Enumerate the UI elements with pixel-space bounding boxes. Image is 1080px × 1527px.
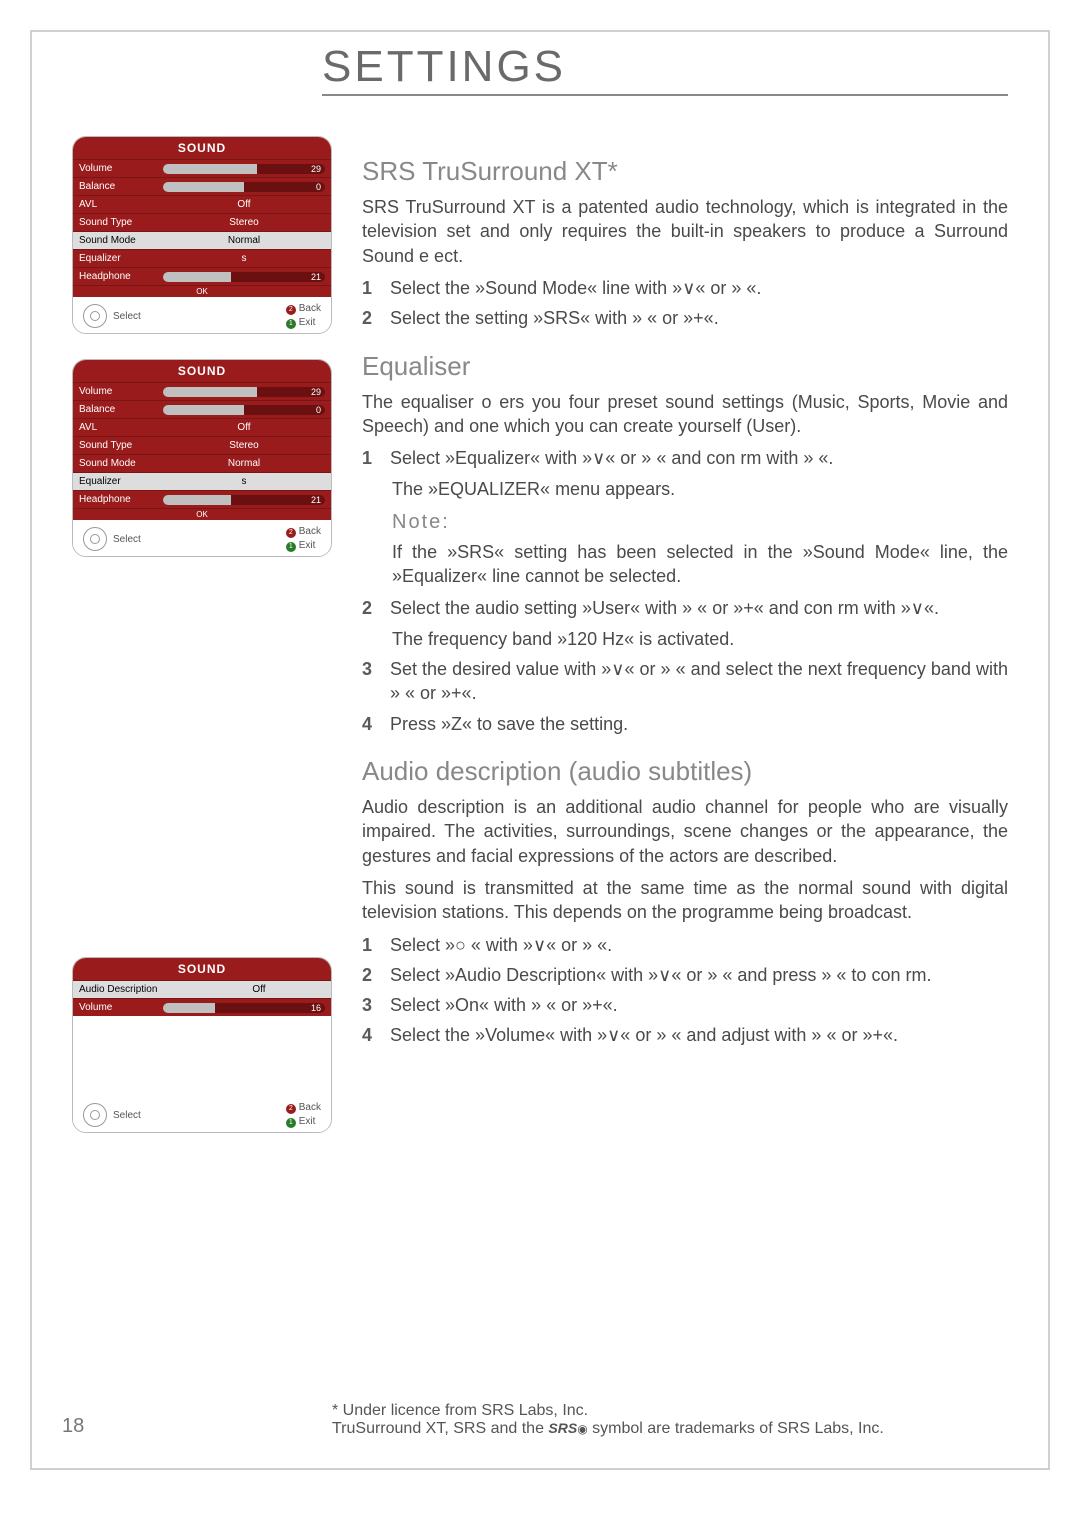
row-headphone: Headphone21 [73,490,331,508]
page-title: SETTINGS [322,42,1008,96]
srs-step-1: 1Select the »Sound Mode« line with »∨« o… [362,276,1008,300]
heading-srs: SRS TruSurround XT* [362,154,1008,189]
footnote-line1: * Under licence from SRS Labs, Inc. [332,1402,998,1420]
para-srs: SRS TruSurround XT is a patented audio t… [362,195,1008,268]
page-number: 18 [62,1415,84,1438]
osd-okbar: OK [73,508,331,520]
heading-audiodesc: Audio description (audio subtitles) [362,754,1008,789]
row-audiodesc: Audio DescriptionOff [73,980,331,998]
row-soundtype: Sound TypeStereo [73,436,331,454]
footnote: * Under licence from SRS Labs, Inc. TruS… [332,1402,998,1438]
row-avl: AVLOff [73,195,331,213]
spacer [72,582,332,932]
eq-step-2b: The frequency band »120 Hz« is activated… [392,627,1008,651]
row-volume: Volume16 [73,998,331,1016]
osd-title: SOUND [73,137,331,159]
osd-title: SOUND [73,360,331,382]
osd-sound-3: SOUND Audio DescriptionOff Volume16 Sele… [72,957,332,1133]
page: SETTINGS SOUND Volume29 Balance0 AVLOff … [30,30,1050,1470]
dot-green-icon: 1 [286,1118,296,1128]
para-ad: Audio description is an additional audio… [362,795,1008,868]
ad-step-2: 2Select »Audio Description« with »∨« or … [362,963,1008,987]
dot-red-icon: 2 [286,305,296,315]
eq-step-3: 3Set the desired value with »∨« or » « a… [362,657,1008,706]
eq-step-1: 1Select »Equalizer« with »∨« or » « and … [362,446,1008,470]
select-label: Select [113,311,141,322]
row-avl: AVLOff [73,418,331,436]
row-equalizer: Equalizers [73,472,331,490]
footnote-line2: TruSurround XT, SRS and the SRS◉ symbol … [332,1420,998,1438]
osd-sound-1: SOUND Volume29 Balance0 AVLOff Sound Typ… [72,136,332,334]
remote-icon [83,1103,107,1127]
eq-step-1b: The »EQUALIZER« menu appears. [392,477,1008,501]
osd-footer: Select 2Back 1Exit [73,1096,331,1132]
ad-step-1: 1Select »○ « with »∨« or » «. [362,933,1008,957]
row-balance: Balance0 [73,177,331,195]
remote-icon [83,304,107,328]
srs-logo-icon: SRS [548,1420,577,1436]
ad-step-4: 4Select the »Volume« with »∨« or » « and… [362,1023,1008,1047]
left-column: SOUND Volume29 Balance0 AVLOff Sound Typ… [72,136,332,1133]
two-column-layout: SOUND Volume29 Balance0 AVLOff Sound Typ… [72,136,1008,1133]
row-volume: Volume29 [73,382,331,400]
dot-green-icon: 1 [286,542,296,552]
srs-step-2: 2Select the setting »SRS« with » « or »+… [362,306,1008,330]
row-balance: Balance0 [73,400,331,418]
osd-footer: Select 2Back 1Exit [73,297,331,333]
heading-equaliser: Equaliser [362,349,1008,384]
ad-step-3: 3Select »On« with » « or »+«. [362,993,1008,1017]
select-label: Select [113,534,141,545]
note-body: If the »SRS« setting has been selected i… [392,540,1008,589]
dot-green-icon: 1 [286,319,296,329]
eq-step-2: 2Select the audio setting »User« with » … [362,596,1008,620]
para-ad2: This sound is transmitted at the same ti… [362,876,1008,925]
note-title: Note: [392,509,1008,536]
osd-footer: Select 2Back 1Exit [73,520,331,556]
para-eq: The equaliser o ers you four preset soun… [362,390,1008,439]
select-label: Select [113,1110,141,1121]
dot-red-icon: 2 [286,528,296,538]
remote-icon [83,527,107,551]
osd-sound-2: SOUND Volume29 Balance0 AVLOff Sound Typ… [72,359,332,557]
row-soundmode: Sound ModeNormal [73,454,331,472]
right-column: SRS TruSurround XT* SRS TruSurround XT i… [362,136,1008,1133]
eq-step-4: 4Press »Z« to save the setting. [362,712,1008,736]
dot-red-icon: 2 [286,1104,296,1114]
row-soundtype: Sound TypeStereo [73,213,331,231]
osd-title: SOUND [73,958,331,980]
osd-okbar: OK [73,285,331,297]
row-headphone: Headphone21 [73,267,331,285]
row-equalizer: Equalizers [73,249,331,267]
row-soundmode: Sound ModeNormal [73,231,331,249]
row-volume: Volume29 [73,159,331,177]
